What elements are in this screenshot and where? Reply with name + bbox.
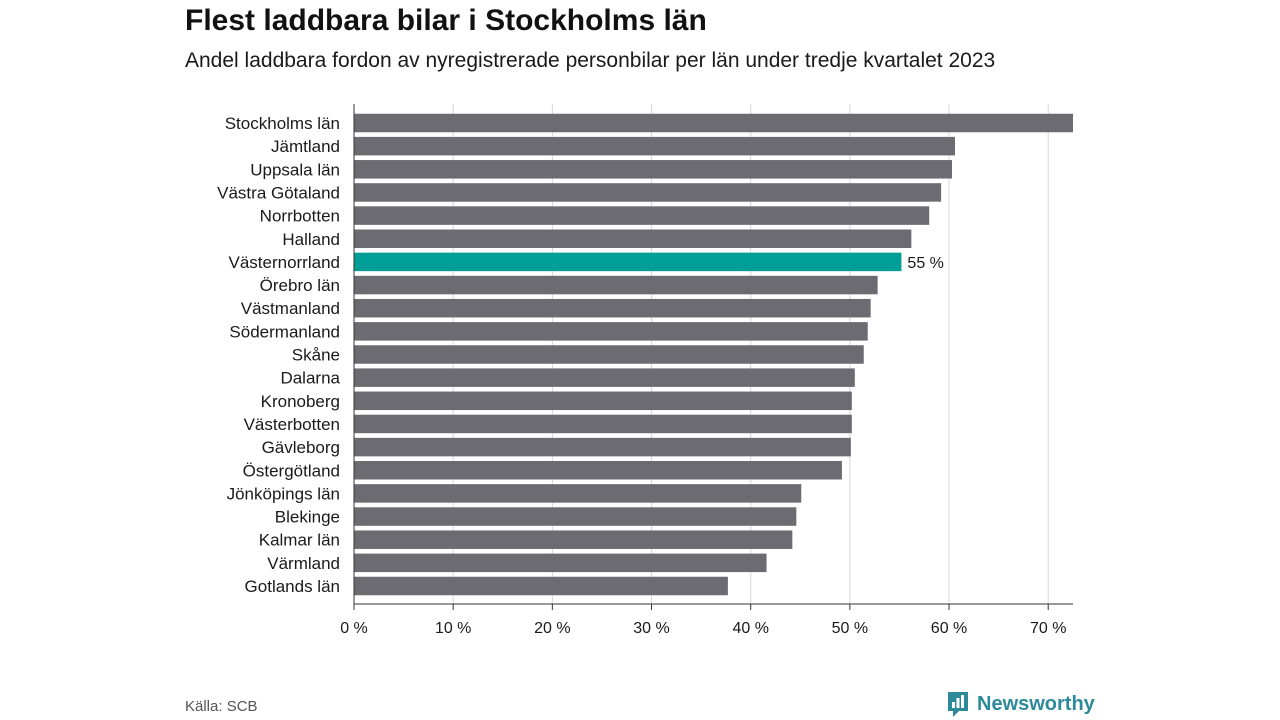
category-label: Örebro län bbox=[260, 276, 340, 295]
source-note: Källa: SCB bbox=[185, 698, 258, 715]
brand-name: Newsworthy bbox=[977, 692, 1095, 715]
category-label: Blekinge bbox=[275, 508, 340, 527]
category-label: Dalarna bbox=[280, 369, 340, 388]
bar bbox=[354, 345, 864, 364]
bar bbox=[354, 484, 802, 503]
category-label: Värmland bbox=[267, 554, 340, 573]
bar bbox=[354, 183, 942, 202]
category-label: Gävleborg bbox=[262, 438, 340, 457]
category-label: Uppsala län bbox=[250, 160, 340, 179]
category-label: Jönköpings län bbox=[227, 484, 340, 503]
bar bbox=[354, 391, 852, 411]
category-label: Halland bbox=[282, 230, 340, 249]
category-label: Kronoberg bbox=[261, 392, 340, 411]
x-tick-label: 0 % bbox=[340, 620, 368, 637]
category-label: Västra Götaland bbox=[217, 183, 340, 202]
bar bbox=[354, 252, 902, 272]
x-tick-label: 20 % bbox=[534, 620, 570, 637]
chart-subtitle: Andel laddbara fordon av nyregistrerade … bbox=[185, 49, 996, 72]
bar bbox=[354, 530, 793, 549]
brand-logo: Newsworthy bbox=[946, 690, 1095, 718]
category-label: Västerbotten bbox=[244, 415, 340, 434]
bar bbox=[354, 437, 851, 457]
bar bbox=[354, 553, 767, 573]
bar bbox=[354, 576, 728, 596]
category-label: Kalmar län bbox=[259, 531, 340, 550]
category-label: Stockholms län bbox=[225, 114, 340, 133]
x-tick-label: 40 % bbox=[732, 620, 768, 637]
bar bbox=[354, 322, 868, 341]
bar bbox=[354, 229, 912, 248]
bar bbox=[354, 160, 953, 179]
x-tick-label: 30 % bbox=[633, 620, 669, 637]
x-tick-label: 70 % bbox=[1030, 620, 1066, 637]
bar bbox=[354, 298, 871, 318]
category-label: Västernorrland bbox=[228, 253, 340, 272]
x-tick-label: 10 % bbox=[435, 620, 471, 637]
bar bbox=[354, 507, 797, 526]
category-label: Norrbotten bbox=[260, 207, 340, 226]
x-tick-label: 50 % bbox=[832, 620, 868, 637]
bar bbox=[354, 461, 842, 480]
bar bbox=[354, 414, 852, 434]
bar bbox=[354, 136, 955, 156]
x-tick-label: 60 % bbox=[931, 620, 967, 637]
bar bbox=[354, 206, 930, 225]
category-label: Östergötland bbox=[243, 461, 340, 480]
category-label: Gotlands län bbox=[245, 577, 340, 596]
bar bbox=[354, 275, 878, 295]
category-label: Södermanland bbox=[229, 322, 340, 341]
category-label: Jämtland bbox=[271, 137, 340, 156]
chart-title: Flest laddbara bilar i Stockholms län bbox=[185, 4, 707, 37]
category-label: Skåne bbox=[292, 346, 340, 365]
bar-chart: Stockholms län Jämtland Uppsala län Västra … bbox=[217, 104, 1073, 637]
data-label: 55 % bbox=[907, 255, 943, 272]
newsworthy-chart-icon bbox=[948, 692, 968, 717]
bar bbox=[354, 368, 855, 387]
bar bbox=[354, 113, 1073, 133]
category-label: Västmanland bbox=[241, 299, 340, 318]
